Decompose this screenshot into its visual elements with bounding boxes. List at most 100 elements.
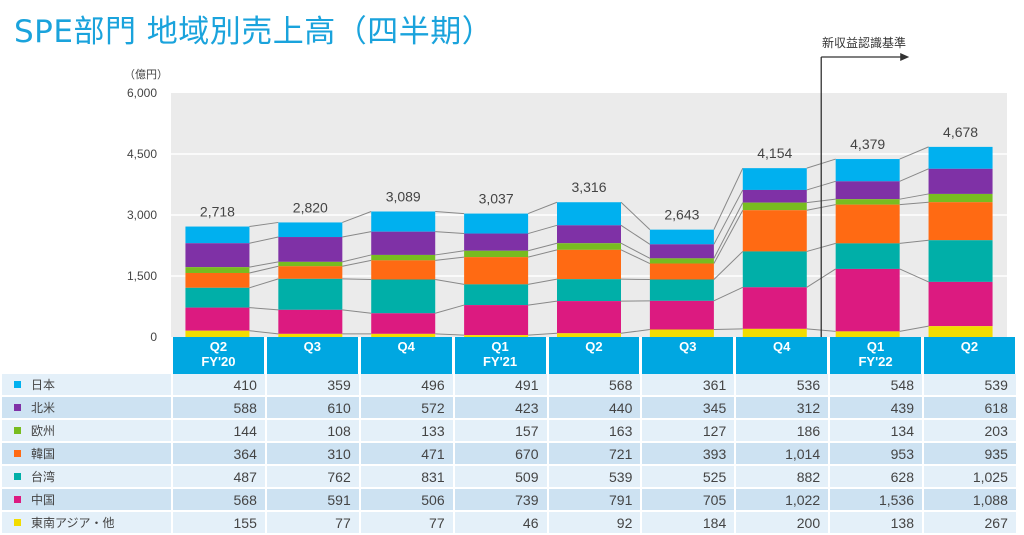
column-header: Q2 (549, 337, 641, 374)
bar-segment-3 (557, 250, 621, 279)
column-header: Q3 (642, 337, 734, 374)
bar-segment-2 (743, 203, 807, 211)
bar-segment-1 (929, 169, 993, 194)
table-cell: 509 (455, 466, 547, 489)
bar-segment-3 (278, 266, 342, 279)
bar-segment-4 (743, 251, 807, 287)
table-cell: 610 (267, 397, 359, 420)
region-name: 欧州 (31, 424, 55, 438)
legend-swatch-icon (14, 473, 21, 480)
table-cell: 525 (642, 466, 734, 489)
region-name: 台湾 (31, 470, 55, 484)
legend-swatch-icon (14, 519, 21, 526)
row-label: 北米 (2, 397, 171, 420)
bar-segment-4 (836, 243, 900, 269)
table-cell: 184 (642, 512, 734, 535)
bar-segment-0 (650, 230, 714, 245)
table-cell: 439 (830, 397, 922, 420)
table-cell: 791 (549, 489, 641, 512)
y-tick-label: 4,500 (127, 147, 157, 161)
bar-segment-2 (371, 255, 435, 260)
table-cell: 312 (736, 397, 828, 420)
table-cell: 364 (173, 443, 265, 466)
region-name: 中国 (31, 493, 55, 507)
total-label: 4,678 (943, 124, 978, 140)
bar-segment-5 (929, 282, 993, 326)
table-cell: 670 (455, 443, 547, 466)
bar-segment-0 (743, 168, 807, 190)
table-cell: 762 (267, 466, 359, 489)
table-cell: 144 (173, 420, 265, 443)
bar-segment-1 (743, 190, 807, 203)
bar-segment-3 (743, 210, 807, 251)
bar-segment-2 (557, 243, 621, 250)
table-cell: 92 (549, 512, 641, 535)
table-cell: 491 (455, 374, 547, 397)
y-tick-label: 6,000 (127, 86, 157, 100)
bar-segment-5 (371, 313, 435, 334)
table-cell: 1,014 (736, 443, 828, 466)
quarter-label: Q3 (268, 339, 357, 354)
table-cell: 361 (642, 374, 734, 397)
bar-segment-3 (650, 264, 714, 280)
table-cell: 310 (267, 443, 359, 466)
bar-segment-1 (650, 244, 714, 258)
table-cell: 882 (736, 466, 828, 489)
table-cell: 705 (642, 489, 734, 512)
table-cell: 46 (455, 512, 547, 535)
region-name: 日本 (31, 378, 55, 392)
table-cell: 568 (173, 489, 265, 512)
total-label: 3,037 (479, 190, 514, 206)
legend-swatch-icon (14, 381, 21, 388)
table-cell: 506 (361, 489, 453, 512)
total-label: 2,718 (200, 203, 235, 219)
table-cell: 267 (924, 512, 1016, 535)
total-label: 3,316 (571, 179, 606, 195)
quarter-label: Q1 (456, 339, 545, 354)
total-label: 4,154 (757, 145, 792, 161)
table-cell: 423 (455, 397, 547, 420)
total-label: 4,379 (850, 136, 885, 152)
bar-segment-4 (371, 279, 435, 313)
table-cell: 138 (830, 512, 922, 535)
column-header: Q4 (736, 337, 828, 374)
table-cell: 1,025 (924, 466, 1016, 489)
bar-segment-5 (278, 310, 342, 334)
header-corner (2, 337, 171, 374)
table-cell: 1,536 (830, 489, 922, 512)
fiscal-year-label: FY'21 (456, 354, 545, 369)
bar-segment-2 (929, 194, 993, 202)
bar-segment-4 (557, 279, 621, 301)
table-cell: 77 (361, 512, 453, 535)
bar-segment-6 (929, 326, 993, 337)
row-label: 東南アジア・他 (2, 512, 171, 535)
table-cell: 539 (924, 374, 1016, 397)
bar-segment-6 (743, 329, 807, 337)
bar-segment-4 (278, 279, 342, 310)
bar-segment-1 (371, 232, 435, 255)
table-cell: 163 (549, 420, 641, 443)
bar-segment-2 (278, 262, 342, 266)
table-cell: 200 (736, 512, 828, 535)
table-cell: 721 (549, 443, 641, 466)
table-cell: 539 (549, 466, 641, 489)
row-label: 中国 (2, 489, 171, 512)
bar-segment-2 (185, 267, 249, 273)
bar-segment-0 (278, 222, 342, 237)
arrow-head-icon (900, 53, 909, 61)
table-cell: 572 (361, 397, 453, 420)
bar-segment-0 (371, 212, 435, 232)
quarter-label: Q4 (362, 339, 451, 354)
table-cell: 345 (642, 397, 734, 420)
bar-segment-5 (464, 305, 528, 335)
